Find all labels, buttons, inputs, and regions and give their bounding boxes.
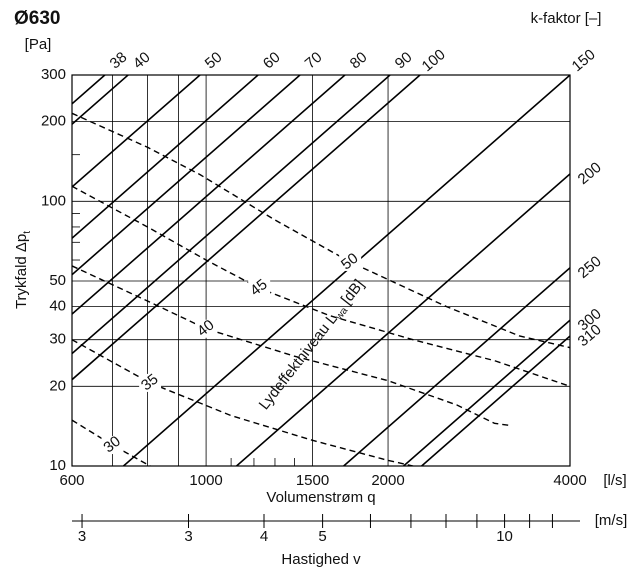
sound-label-bg <box>248 279 271 298</box>
k-label: 60 <box>260 49 284 73</box>
k-label: 40 <box>130 49 154 73</box>
sound-label: 30 <box>100 433 124 457</box>
sound-label: 40 <box>194 316 218 340</box>
velocity-tick-label: 10 <box>496 528 513 545</box>
x-unit: [l/s] <box>603 472 626 489</box>
y-tick-label: 50 <box>49 272 66 289</box>
sound-label: 45 <box>247 276 271 300</box>
k-label: 38 <box>107 49 131 73</box>
x-tick-label: 1500 <box>296 472 329 489</box>
sound-label: 50 <box>338 250 362 274</box>
y-label-sub: t <box>22 231 33 234</box>
y-tick-label: 100 <box>41 192 66 209</box>
k-line <box>421 334 570 466</box>
velocity-unit: [m/s] <box>595 512 628 529</box>
velocity-tick-label: 3 <box>184 528 192 545</box>
x-tick-label: 600 <box>59 472 84 489</box>
k-label: 70 <box>302 49 326 73</box>
y-tick-label: 30 <box>49 331 66 348</box>
y-tick-label: 20 <box>49 377 66 394</box>
sound-line <box>72 339 414 466</box>
k-line <box>72 75 346 316</box>
k-line <box>72 75 301 276</box>
y-tick-label: 40 <box>49 298 66 315</box>
sound-label-text: Lydeffektniveau L <box>256 311 341 413</box>
k-label: 200 <box>575 159 605 188</box>
sound-label-bg <box>195 319 218 338</box>
sound-line <box>72 185 570 387</box>
sound-line <box>72 419 151 466</box>
k-line <box>343 266 570 466</box>
y-unit: [Pa] <box>25 36 52 53</box>
k-label: 100 <box>419 46 449 75</box>
k-line <box>72 75 391 355</box>
k-label: 80 <box>347 49 371 73</box>
x-label: Volumenstrøm q <box>266 489 375 506</box>
k-label: 90 <box>392 49 416 73</box>
sound-line <box>72 112 570 349</box>
velocity-label: Hastighed v <box>281 551 361 568</box>
y-label: Trykfald Δp <box>13 234 30 309</box>
y-axis-title: Trykfald Δpt <box>13 231 33 309</box>
velocity-tick-label: 5 <box>318 528 326 545</box>
k-line <box>72 75 259 240</box>
x-tick-label: 2000 <box>371 472 404 489</box>
y-tick-label: 300 <box>41 66 66 83</box>
k-axis-label: k-faktor [–] <box>531 10 602 27</box>
k-line <box>72 75 201 189</box>
k-label: 250 <box>575 253 605 282</box>
sound-label-bg <box>101 436 124 455</box>
k-line <box>236 172 570 466</box>
k-label: 50 <box>202 49 226 73</box>
sound-label-bg <box>139 373 162 392</box>
y-tick-label: 10 <box>49 457 66 474</box>
plot-frame <box>71 74 571 467</box>
velocity-tick-label: 4 <box>260 528 268 545</box>
velocity-tick-label: 3 <box>78 528 86 545</box>
sound-label: 35 <box>138 371 162 395</box>
plot-area <box>72 75 570 466</box>
x-tick-label: 4000 <box>553 472 586 489</box>
chart-title: Ø630 <box>14 8 60 29</box>
k-label: 150 <box>569 46 599 75</box>
k-line <box>72 75 421 381</box>
sound-label-bg <box>339 252 362 271</box>
x-tick-label: 1000 <box>189 472 222 489</box>
y-tick-label: 200 <box>41 113 66 130</box>
sound-line <box>72 265 512 427</box>
k-line <box>403 319 570 466</box>
